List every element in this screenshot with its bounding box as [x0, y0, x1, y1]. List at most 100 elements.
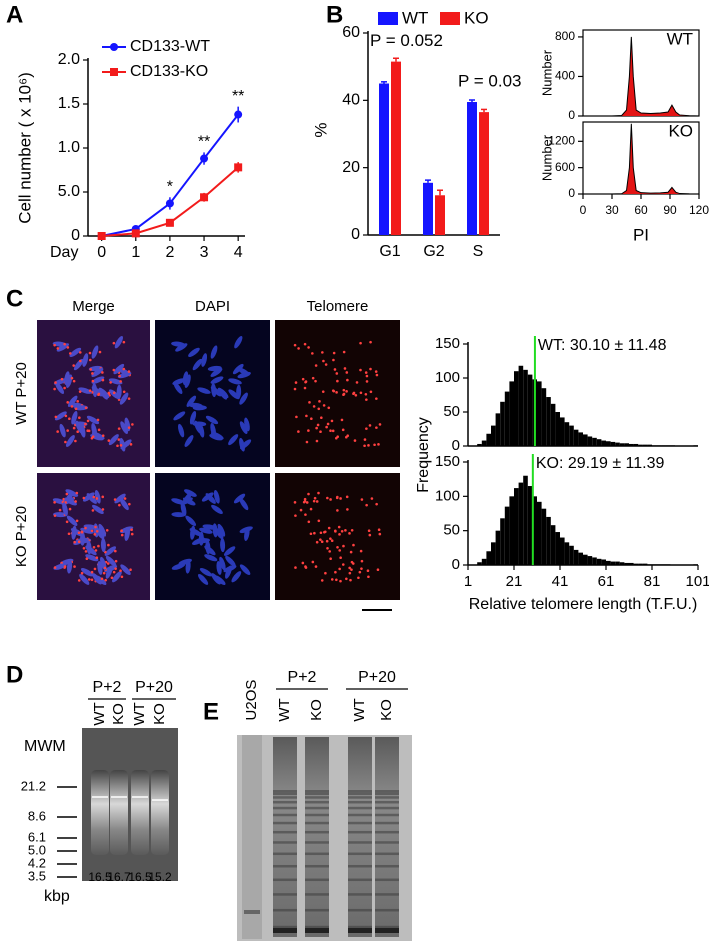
telomere-dot [95, 497, 99, 500]
histogram-bar [647, 564, 652, 565]
telomere-dot [332, 358, 335, 362]
chromosome [80, 527, 94, 534]
telomere-dot [353, 439, 357, 442]
lane-band [375, 821, 399, 825]
telomere-dot [91, 379, 95, 383]
y-tick-label: 100 [435, 487, 460, 504]
telomere-dot [80, 530, 84, 534]
telomere-dot [342, 350, 346, 354]
telomere-dot [75, 491, 79, 495]
lane-band [305, 800, 329, 804]
chromosome [78, 387, 92, 394]
point [165, 199, 174, 208]
histogram-bar [642, 563, 648, 565]
histogram-outline [583, 36, 700, 117]
x-tick-label: 30 [605, 203, 619, 217]
telomere-dot [326, 496, 329, 500]
histogram-bar [592, 437, 597, 446]
telomere-dot [54, 415, 58, 419]
point [165, 218, 174, 227]
histogram-bar [624, 562, 629, 565]
histogram-bar [629, 443, 634, 446]
telomere-dot [329, 429, 332, 433]
telomere-dot [53, 343, 56, 347]
chart-title: WT [667, 29, 693, 48]
telomere-dot [346, 434, 350, 438]
telomere-dot [352, 543, 355, 547]
telomere-dot [315, 426, 318, 430]
legend-marker [110, 68, 118, 76]
lane-band [273, 925, 297, 929]
telomere-dot [58, 508, 62, 512]
telomere-dot [70, 376, 74, 380]
telomere-dot [303, 497, 307, 501]
chromosome [184, 489, 197, 497]
telomere-dot [66, 346, 70, 349]
histogram-bar [578, 432, 583, 446]
telomere-dot [129, 568, 132, 571]
lane-band [348, 800, 372, 804]
telomere-dot [369, 340, 372, 344]
histogram-bar [486, 433, 491, 446]
telomere-dot [63, 386, 66, 390]
lane-band [305, 806, 329, 810]
telomere-dot [297, 430, 300, 433]
point [234, 110, 243, 119]
chromosome [120, 439, 132, 450]
chromosome [80, 567, 94, 577]
telomere-dot [112, 341, 116, 345]
telomere-dot [368, 424, 372, 427]
chart: 0 50 100 150 1 21 41 61 81 101 KO: 29.19 ± 11.39 Re… [435, 453, 709, 613]
chromosome [120, 421, 128, 434]
marker-size: 4.2 [28, 855, 46, 870]
histogram-bar [656, 564, 662, 565]
lane-band [305, 893, 329, 896]
telomere-dot [114, 549, 117, 553]
telomere-dot [331, 389, 335, 392]
gels: P+2 P+20 WT 16.5 KO 16.7 WT 16.5 KO 15.2 MWM 21.2 8.… [21, 669, 412, 941]
bar [479, 112, 489, 235]
lane-band [305, 796, 329, 799]
lane-band [375, 865, 399, 868]
telomere-dot [88, 351, 92, 355]
histogram-bar [514, 488, 519, 565]
histogram-bar [578, 552, 583, 565]
chart: 0 5.0 1.0 1.5 2.0 0 1 2 3 4 Cell number ( x 10⁶) Da… [15, 38, 245, 261]
chromosome [171, 563, 186, 570]
telomere-dot [350, 568, 353, 571]
lane-band [305, 925, 329, 929]
telomere-dot [102, 571, 106, 575]
telomere-dot [317, 491, 320, 495]
y-tick-label: 5.0 [58, 183, 80, 200]
micrograph [37, 473, 150, 600]
row-label: KO P+20 [13, 506, 30, 567]
x-tick-label: 3 [200, 244, 209, 261]
histogram-bar [629, 562, 634, 565]
telomere-dot [332, 351, 336, 355]
telomere-dot [107, 391, 111, 395]
series-line [101, 113, 239, 237]
chromosome [192, 358, 203, 371]
telomere-dot [130, 528, 133, 532]
telomere-dot [105, 528, 109, 532]
bar [423, 182, 433, 235]
panel-label: D [6, 661, 23, 688]
lane-band [305, 813, 329, 817]
lane-band [348, 830, 372, 834]
telomere-dot [78, 351, 82, 354]
telomere-dot [64, 414, 68, 418]
x-tick-label: 90 [663, 203, 677, 217]
chromosome [225, 555, 236, 567]
lane-label: WT [351, 698, 368, 721]
histogram-bar [606, 441, 611, 446]
y-axis-label: Cell number ( x 10⁶) [15, 72, 34, 224]
lane-band [273, 790, 297, 793]
telomere-dot [106, 562, 110, 565]
lane-band [375, 928, 399, 933]
telomere-dot [107, 439, 111, 442]
histogram-bar [481, 440, 487, 446]
chromosome [98, 523, 107, 537]
y-tick-label: 50 [443, 403, 460, 420]
telomere-dot [84, 406, 88, 410]
telomere-dot [88, 389, 92, 392]
